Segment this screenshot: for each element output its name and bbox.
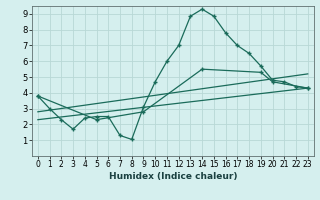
X-axis label: Humidex (Indice chaleur): Humidex (Indice chaleur) bbox=[108, 172, 237, 181]
